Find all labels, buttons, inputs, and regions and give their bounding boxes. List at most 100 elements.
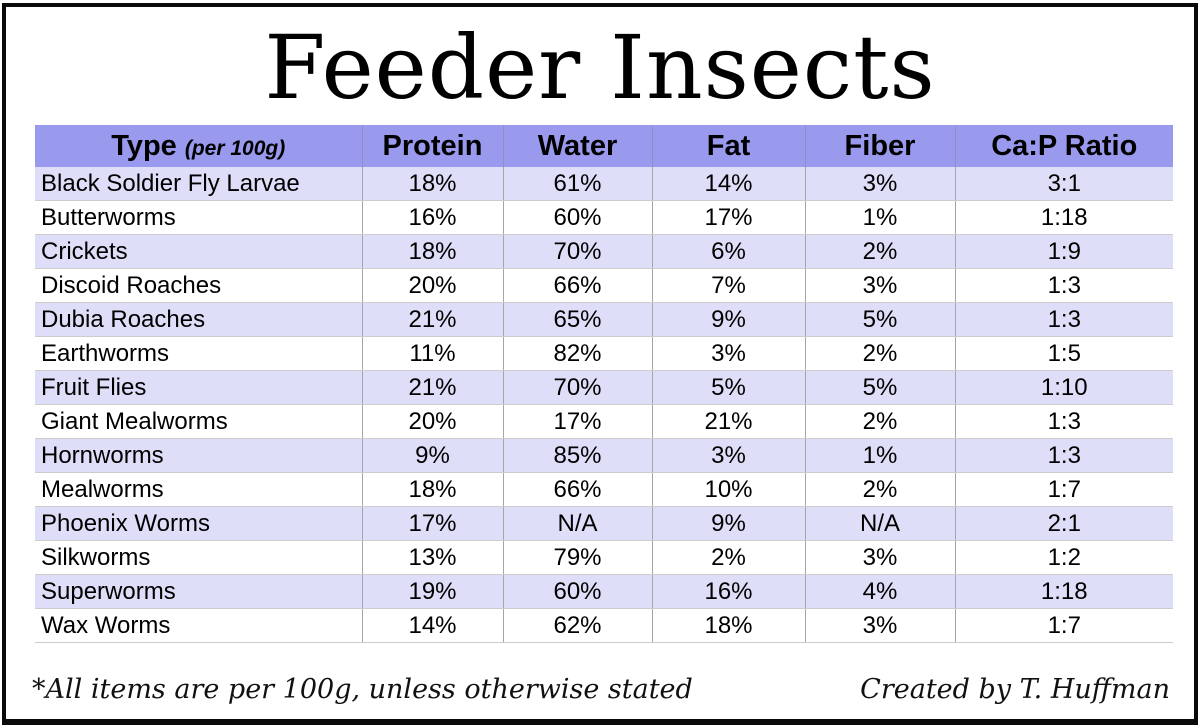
value-cell: 1:18 bbox=[955, 574, 1173, 609]
value-cell: 5% bbox=[805, 370, 956, 405]
value-cell: 18% bbox=[362, 167, 504, 201]
value-cell: 17% bbox=[652, 200, 806, 235]
value-cell: 1:7 bbox=[955, 472, 1173, 507]
value-cell: 2% bbox=[652, 540, 806, 575]
value-cell: 14% bbox=[652, 167, 806, 201]
column-header-cap-ratio: Ca:P Ratio bbox=[955, 125, 1173, 167]
value-cell: 79% bbox=[503, 540, 653, 575]
value-cell: 1% bbox=[805, 200, 956, 235]
column-header-fiber: Fiber bbox=[805, 125, 956, 167]
value-cell: 1:5 bbox=[955, 336, 1173, 371]
table-row: Fruit Flies 21% 70% 5% 5% 1:10 bbox=[35, 370, 1173, 405]
value-cell: 2% bbox=[805, 234, 956, 269]
table-row: Phoenix Worms 17% N/A 9% N/A 2:1 bbox=[35, 506, 1173, 541]
value-cell: 1:10 bbox=[955, 370, 1173, 405]
value-cell: 1:18 bbox=[955, 200, 1173, 235]
value-cell: 62% bbox=[503, 608, 653, 643]
value-cell: 18% bbox=[652, 608, 806, 643]
value-cell: 20% bbox=[362, 268, 504, 303]
table-row: Giant Mealworms 20% 17% 21% 2% 1:3 bbox=[35, 404, 1173, 439]
value-cell: 17% bbox=[362, 506, 504, 541]
table-row: Butterworms 16% 60% 17% 1% 1:18 bbox=[35, 200, 1173, 235]
value-cell: 7% bbox=[652, 268, 806, 303]
table-row: Silkworms 13% 79% 2% 3% 1:2 bbox=[35, 540, 1173, 575]
footnote: *All items are per 100g, unless otherwis… bbox=[32, 674, 693, 705]
value-cell: 61% bbox=[503, 167, 653, 201]
value-cell: 1:3 bbox=[955, 404, 1173, 439]
footer: *All items are per 100g, unless otherwis… bbox=[6, 674, 1194, 705]
value-cell: 4% bbox=[805, 574, 956, 609]
value-cell: 70% bbox=[503, 370, 653, 405]
value-cell: 6% bbox=[652, 234, 806, 269]
column-header-protein: Protein bbox=[362, 125, 504, 167]
value-cell: 3% bbox=[805, 268, 956, 303]
value-cell: 16% bbox=[362, 200, 504, 235]
value-cell: 1:9 bbox=[955, 234, 1173, 269]
insect-name-cell: Silkworms bbox=[35, 540, 363, 575]
value-cell: 21% bbox=[362, 302, 504, 337]
value-cell: 70% bbox=[503, 234, 653, 269]
value-cell: 3% bbox=[805, 167, 956, 201]
table-row: Wax Worms 14% 62% 18% 3% 1:7 bbox=[35, 608, 1173, 643]
insect-name-cell: Earthworms bbox=[35, 336, 363, 371]
type-header-note: (per 100g) bbox=[184, 136, 286, 160]
feeder-insects-table: Type (per 100g) Protein Water Fat Fiber … bbox=[35, 125, 1173, 643]
table-header-row: Type (per 100g) Protein Water Fat Fiber … bbox=[35, 125, 1173, 167]
insect-name-cell: Mealworms bbox=[35, 472, 363, 507]
value-cell: 5% bbox=[805, 302, 956, 337]
table-row: Earthworms 11% 82% 3% 2% 1:5 bbox=[35, 336, 1173, 371]
value-cell: 5% bbox=[652, 370, 806, 405]
value-cell: 14% bbox=[362, 608, 504, 643]
value-cell: 2% bbox=[805, 404, 956, 439]
value-cell: 2% bbox=[805, 472, 956, 507]
value-cell: 1% bbox=[805, 438, 956, 473]
insect-name-cell: Crickets bbox=[35, 234, 363, 269]
value-cell: 60% bbox=[503, 200, 653, 235]
value-cell: 10% bbox=[652, 472, 806, 507]
insect-name-cell: Black Soldier Fly Larvae bbox=[35, 167, 363, 201]
insect-name-cell: Butterworms bbox=[35, 200, 363, 235]
value-cell: 11% bbox=[362, 336, 504, 371]
infographic-card: Feeder Insects Type (per 100g) Protein W… bbox=[2, 3, 1198, 725]
value-cell: 9% bbox=[652, 302, 806, 337]
value-cell: 3:1 bbox=[955, 167, 1173, 201]
value-cell: 18% bbox=[362, 234, 504, 269]
value-cell: 82% bbox=[503, 336, 653, 371]
value-cell: 13% bbox=[362, 540, 504, 575]
value-cell: 21% bbox=[652, 404, 806, 439]
page-title: Feeder Insects bbox=[264, 16, 936, 119]
value-cell: 66% bbox=[503, 268, 653, 303]
table-body: Black Soldier Fly Larvae 18% 61% 14% 3% 3:1 Bu… bbox=[35, 167, 1173, 643]
value-cell: 21% bbox=[362, 370, 504, 405]
value-cell: N/A bbox=[503, 506, 653, 541]
value-cell: 1:3 bbox=[955, 302, 1173, 337]
value-cell: 2:1 bbox=[955, 506, 1173, 541]
value-cell: 60% bbox=[503, 574, 653, 609]
value-cell: 19% bbox=[362, 574, 504, 609]
table-row: Mealworms 18% 66% 10% 2% 1:7 bbox=[35, 472, 1173, 507]
value-cell: 1:3 bbox=[955, 438, 1173, 473]
insect-name-cell: Phoenix Worms bbox=[35, 506, 363, 541]
value-cell: 3% bbox=[652, 438, 806, 473]
value-cell: 85% bbox=[503, 438, 653, 473]
table-row: Crickets 18% 70% 6% 2% 1:9 bbox=[35, 234, 1173, 269]
value-cell: 2% bbox=[805, 336, 956, 371]
value-cell: 1:3 bbox=[955, 268, 1173, 303]
value-cell: 18% bbox=[362, 472, 504, 507]
insect-name-cell: Dubia Roaches bbox=[35, 302, 363, 337]
insect-name-cell: Fruit Flies bbox=[35, 370, 363, 405]
value-cell: 3% bbox=[652, 336, 806, 371]
table-row: Discoid Roaches 20% 66% 7% 3% 1:3 bbox=[35, 268, 1173, 303]
insect-name-cell: Wax Worms bbox=[35, 608, 363, 643]
value-cell: 1:7 bbox=[955, 608, 1173, 643]
table-row: Hornworms 9% 85% 3% 1% 1:3 bbox=[35, 438, 1173, 473]
value-cell: N/A bbox=[805, 506, 956, 541]
value-cell: 3% bbox=[805, 540, 956, 575]
table-row: Dubia Roaches 21% 65% 9% 5% 1:3 bbox=[35, 302, 1173, 337]
table-row: Superworms 19% 60% 16% 4% 1:18 bbox=[35, 574, 1173, 609]
insect-name-cell: Hornworms bbox=[35, 438, 363, 473]
value-cell: 20% bbox=[362, 404, 504, 439]
value-cell: 16% bbox=[652, 574, 806, 609]
type-header-label: Type bbox=[111, 129, 177, 162]
value-cell: 17% bbox=[503, 404, 653, 439]
